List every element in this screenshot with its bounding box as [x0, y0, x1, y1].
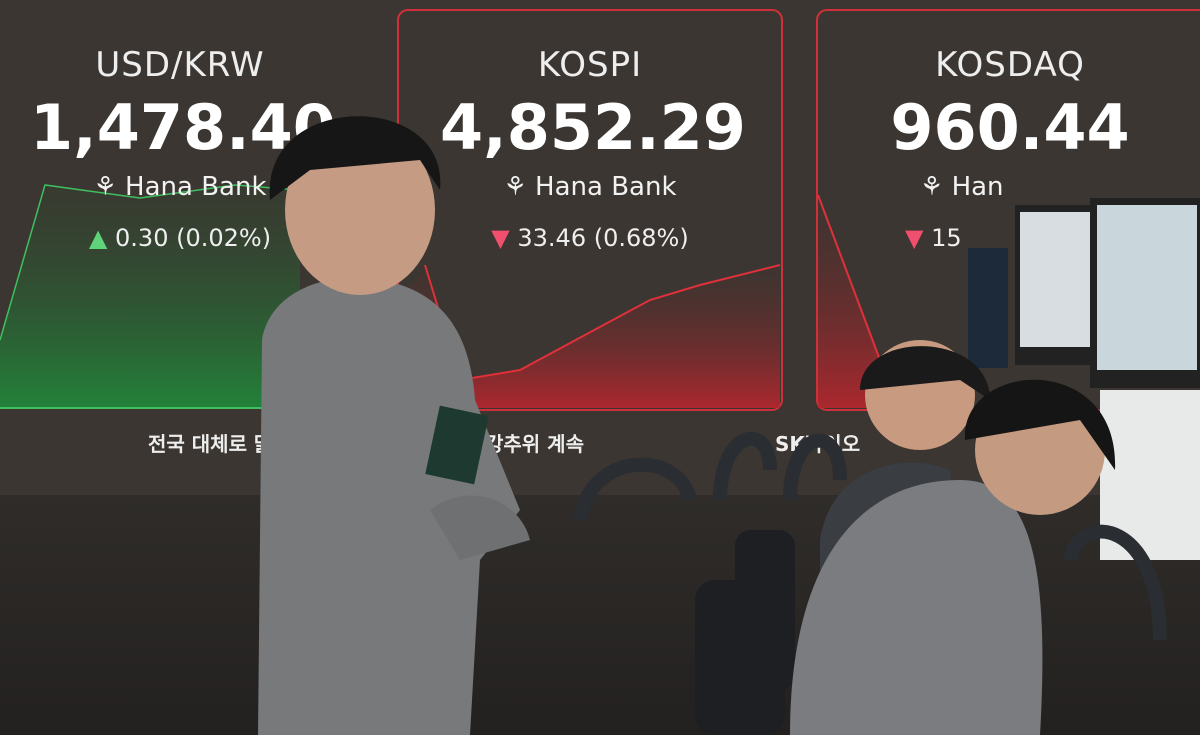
- seated-workers: [790, 340, 1116, 735]
- panel-change: 33.46 (0.68%): [517, 224, 689, 252]
- triangle-up-icon: ▲: [88, 224, 108, 252]
- news-ticker-2: 강추위 계속: [485, 432, 584, 456]
- bank-name: Hana Bank: [125, 172, 267, 202]
- panel-title: USD/KRW: [95, 45, 265, 85]
- usd-chart-line: [0, 184, 301, 341]
- panel-title: KOSPI: [537, 45, 643, 85]
- triangle-down-icon: ▼: [491, 224, 510, 252]
- kosdaq-chart-area: [818, 195, 880, 408]
- panel-value: 960.44: [890, 91, 1130, 164]
- bank-name: Hana Bank: [535, 172, 677, 202]
- kospi-chart-area: [400, 265, 780, 408]
- news-ticker-1: 전국 대체로 맑: [148, 432, 273, 456]
- kospi-panel: KOSPI 4,852.29 ⚘ Hana Bank ▼ 33.46 (0.68…: [440, 45, 746, 252]
- standing-man: [258, 116, 530, 735]
- usd-chart-area: [0, 185, 300, 408]
- kosdaq-panel: KOSDAQ 960.44 ⚘ Han ▼ 15: [860, 45, 1160, 252]
- panel-change: 0.30 (0.02%): [115, 224, 272, 252]
- hana-bank-logo-icon: ⚘: [503, 172, 536, 202]
- panel-change: 15: [931, 224, 962, 252]
- triangle-down-icon: ▼: [905, 224, 924, 252]
- hana-bank-logo-icon: ⚘: [920, 172, 952, 202]
- bank-name: Han: [951, 172, 1004, 202]
- monitors: [968, 198, 1200, 560]
- panel-title: KOSDAQ: [935, 45, 1085, 85]
- hana-bank-logo-icon: ⚘: [93, 172, 126, 202]
- chair-backs: [695, 530, 795, 735]
- usd-krw-panel: USD/KRW 1,478.40 ⚘ Hana Bank ▲ 0.30 (0.0…: [30, 45, 336, 252]
- panel-value: 4,852.29: [440, 91, 746, 164]
